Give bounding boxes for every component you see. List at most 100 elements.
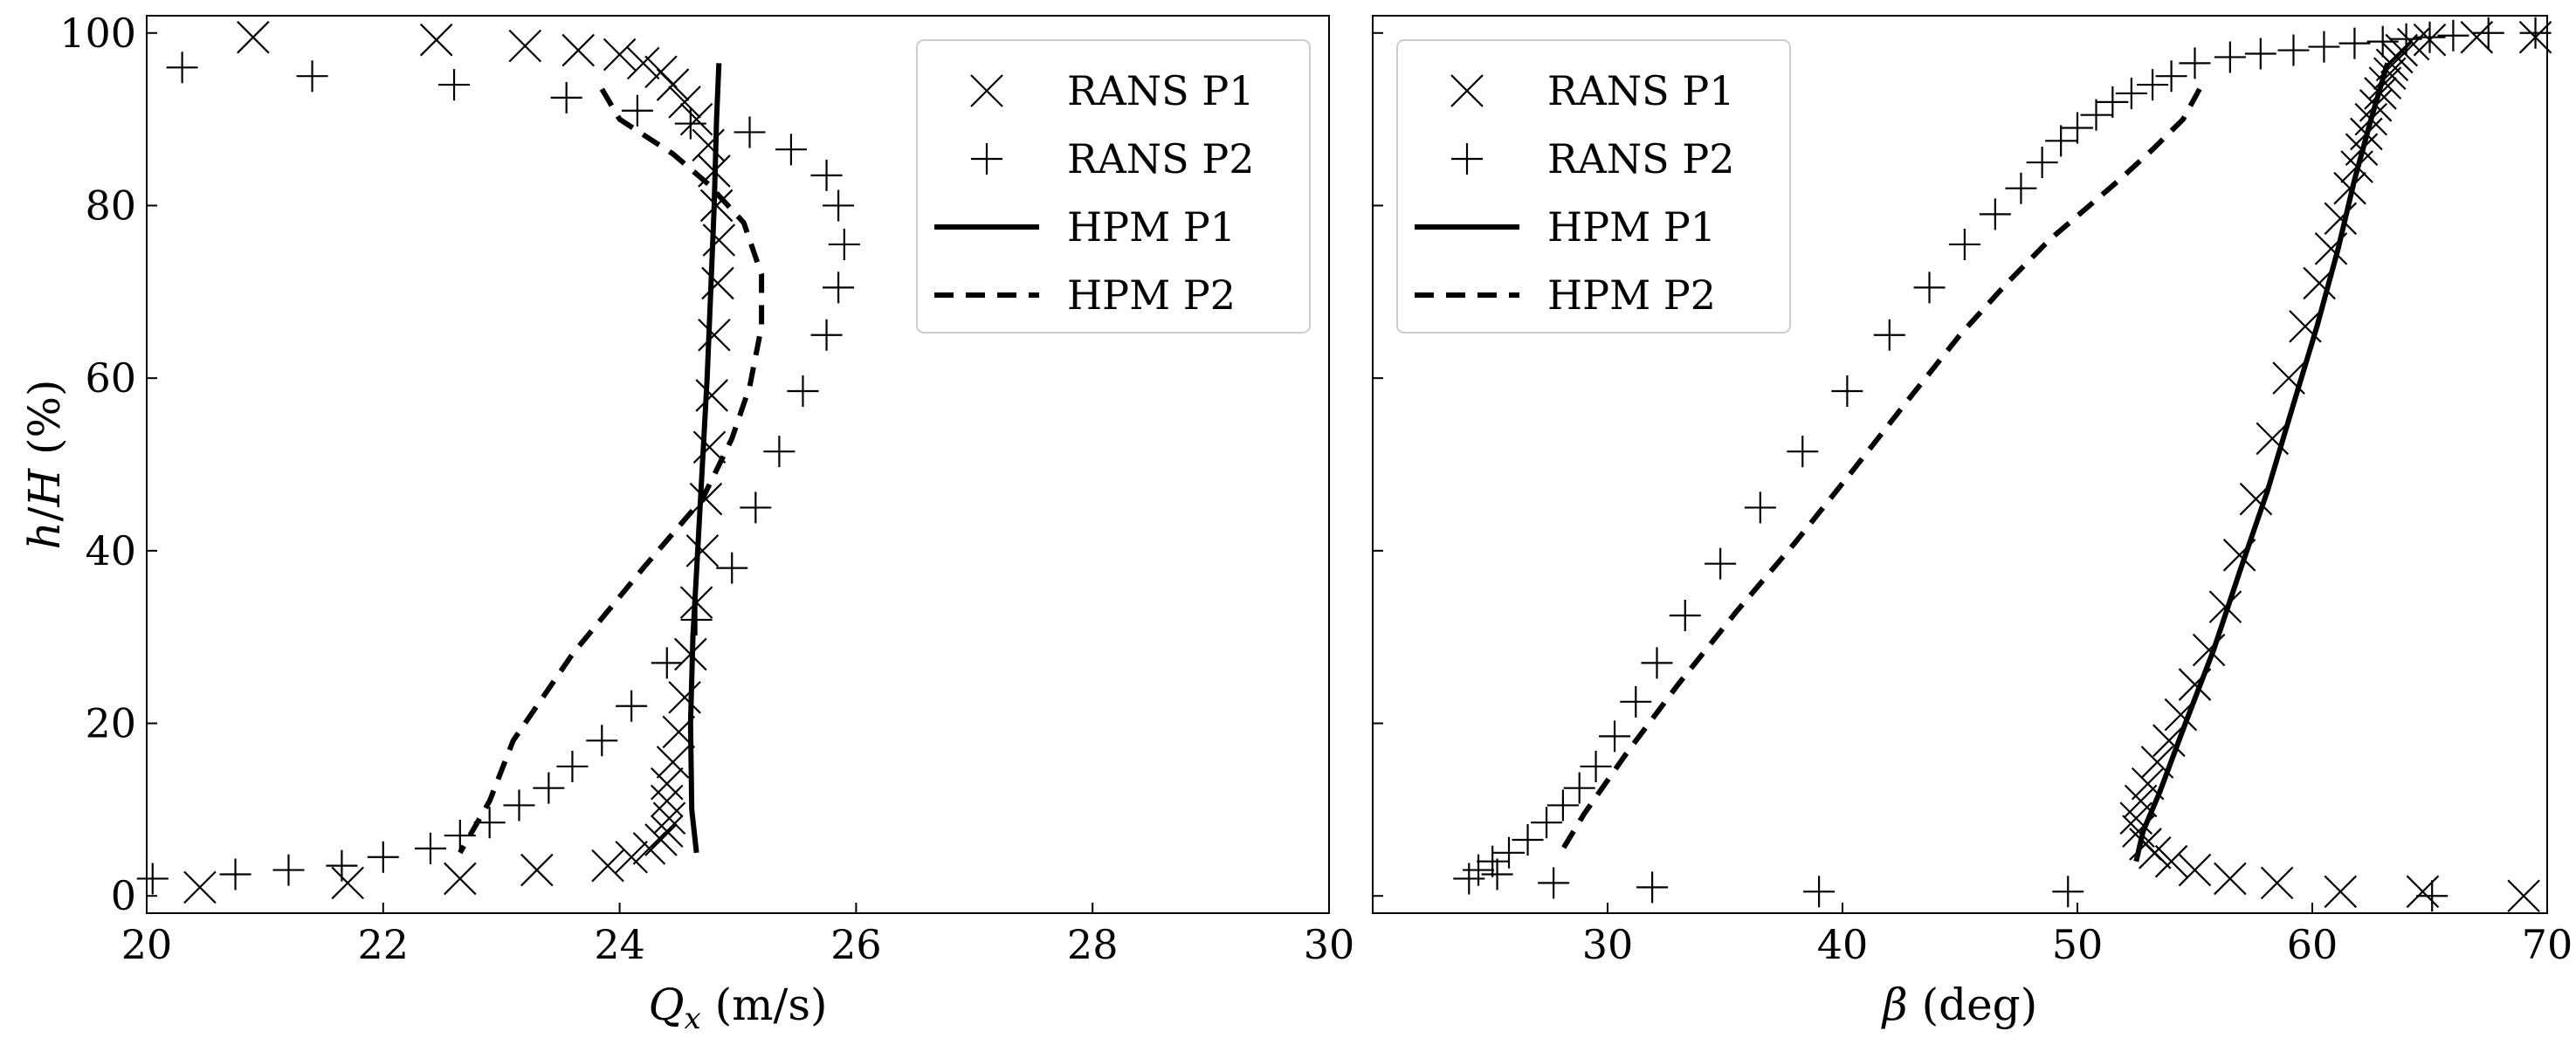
data-point-x-marker bbox=[2152, 724, 2186, 758]
data-point-plus-marker bbox=[740, 492, 772, 524]
data-point-plus-marker bbox=[1744, 492, 1776, 524]
y-axis-label: h/H (%) bbox=[19, 379, 70, 549]
data-point-plus-marker bbox=[1873, 319, 1905, 351]
data-point-x-marker bbox=[2324, 202, 2358, 236]
data-point-x-marker bbox=[2138, 836, 2172, 870]
data-point-x-marker bbox=[615, 840, 648, 874]
data-point-plus-marker bbox=[2437, 19, 2469, 52]
data-point-plus-marker bbox=[674, 107, 706, 140]
data-point-plus-marker bbox=[1787, 436, 1819, 468]
data-point-plus-marker bbox=[272, 854, 305, 886]
series-line bbox=[2133, 62, 2390, 863]
data-point-x-marker bbox=[237, 20, 270, 54]
legend-plus-marker bbox=[971, 143, 1002, 175]
data-point-plus-marker bbox=[1599, 720, 1631, 753]
data-point-plus-marker bbox=[1531, 807, 1563, 839]
data-point-plus-marker bbox=[775, 134, 807, 166]
data-point-x-marker bbox=[520, 853, 554, 887]
data-point-plus-marker bbox=[651, 647, 683, 679]
legend-label: RANS P2 bbox=[1067, 135, 1254, 182]
legend-label: HPM P2 bbox=[1547, 272, 1716, 319]
data-point-plus-marker bbox=[1831, 375, 1863, 407]
data-point-x-marker bbox=[2368, 66, 2402, 100]
data-point-x-marker bbox=[591, 849, 624, 883]
data-point-plus-marker bbox=[823, 272, 855, 304]
x-tick-label: 26 bbox=[830, 921, 882, 968]
data-point-plus-marker bbox=[503, 789, 535, 822]
data-point-x-marker bbox=[444, 862, 477, 896]
data-point-x-marker bbox=[656, 68, 690, 101]
data-point-plus-marker bbox=[2277, 34, 2310, 66]
chart-panel-right: 30 40 50 60 70 β (deg) RANS P1 RANS P2 HPM P1 HPM… bbox=[1372, 15, 2573, 1030]
data-point-plus-marker bbox=[621, 94, 653, 127]
data-point-plus-marker bbox=[810, 319, 843, 351]
series-hpm-p2 bbox=[458, 87, 765, 855]
data-point-plus-marker bbox=[367, 841, 399, 873]
data-point-plus-marker bbox=[1948, 228, 1980, 260]
data-point-plus-marker bbox=[2308, 31, 2340, 63]
data-point-plus-marker bbox=[1546, 789, 1579, 822]
x-tick-label: 24 bbox=[594, 921, 645, 968]
data-point-plus-marker bbox=[1493, 836, 1526, 869]
x-tick-label: 20 bbox=[121, 921, 173, 968]
y-tick-label: 40 bbox=[85, 527, 136, 574]
data-point-plus-marker bbox=[2052, 876, 2084, 908]
x-tick-label: 40 bbox=[1817, 921, 1869, 968]
data-point-x-marker bbox=[2507, 879, 2540, 913]
data-point-plus-marker bbox=[1636, 871, 1669, 904]
series-rans-p2 bbox=[136, 52, 860, 895]
data-point-plus-marker bbox=[219, 858, 251, 890]
x-tick-label: 30 bbox=[1304, 921, 1355, 968]
data-point-plus-marker bbox=[823, 189, 855, 222]
data-point-plus-marker bbox=[326, 849, 358, 882]
x-axis-label: β (deg) bbox=[1881, 980, 2037, 1030]
data-point-plus-marker bbox=[2137, 69, 2169, 101]
data-point-plus-marker bbox=[2214, 41, 2246, 73]
data-point-x-marker bbox=[692, 128, 725, 162]
x-axis-label: Qx (m/s) bbox=[648, 980, 827, 1036]
data-point-plus-marker bbox=[616, 690, 648, 722]
data-point-plus-marker bbox=[166, 52, 198, 84]
data-point-plus-marker bbox=[1481, 858, 1513, 890]
plot-frame bbox=[1372, 15, 2548, 914]
data-point-plus-marker bbox=[1705, 547, 1737, 580]
data-point-plus-marker bbox=[1620, 685, 1652, 718]
data-point-plus-marker bbox=[136, 863, 169, 895]
x-tick-label: 22 bbox=[358, 921, 410, 968]
y-tick-label: 0 bbox=[111, 872, 136, 919]
y-tick-label: 60 bbox=[85, 354, 136, 402]
data-point-plus-marker bbox=[414, 832, 446, 864]
data-point-x-marker bbox=[2256, 422, 2290, 456]
data-point-plus-marker bbox=[1641, 647, 1673, 679]
legend-label: RANS P1 bbox=[1547, 67, 1734, 114]
data-point-plus-marker bbox=[2080, 99, 2112, 131]
data-point-x-marker bbox=[2260, 866, 2294, 900]
data-point-plus-marker bbox=[810, 159, 843, 191]
legend-x-marker bbox=[1450, 74, 1484, 107]
data-point-plus-marker bbox=[2416, 880, 2449, 912]
data-point-plus-marker bbox=[556, 750, 589, 782]
data-point-plus-marker bbox=[787, 375, 819, 407]
data-point-plus-marker bbox=[1512, 823, 1544, 856]
data-point-plus-marker bbox=[2414, 21, 2446, 53]
data-point-x-marker bbox=[695, 379, 728, 412]
data-point-plus-marker bbox=[1477, 845, 1509, 877]
data-point-x-marker bbox=[650, 784, 684, 818]
data-point-plus-marker bbox=[2472, 17, 2504, 49]
legend-box bbox=[1396, 39, 1791, 333]
legend-label: HPM P2 bbox=[1067, 272, 1236, 319]
data-point-plus-marker bbox=[2244, 38, 2276, 70]
legend-plus-marker bbox=[1451, 143, 1483, 175]
data-point-plus-marker bbox=[2366, 25, 2399, 58]
data-point-x-marker bbox=[2178, 853, 2212, 887]
data-point-x-marker bbox=[698, 318, 731, 352]
data-point-plus-marker bbox=[1538, 867, 1570, 899]
series-hpm-p1 bbox=[687, 63, 722, 854]
data-point-x-marker bbox=[656, 746, 690, 779]
data-point-x-marker bbox=[603, 38, 637, 72]
data-point-x-marker bbox=[632, 832, 666, 865]
series-rans-p1 bbox=[183, 20, 736, 904]
data-point-plus-marker bbox=[1913, 272, 1946, 304]
data-point-plus-marker bbox=[2390, 23, 2422, 55]
data-point-x-marker bbox=[679, 102, 713, 136]
